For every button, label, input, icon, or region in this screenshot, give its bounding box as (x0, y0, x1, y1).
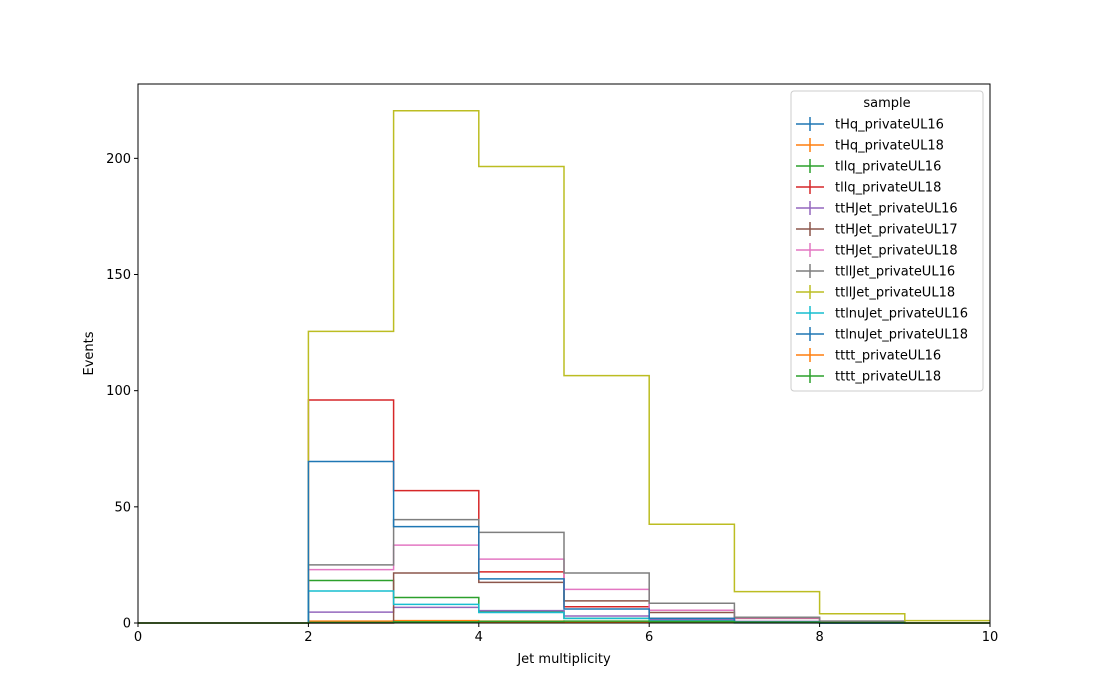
legend-label: ttllJet_privateUL16 (835, 265, 955, 280)
legend-frame (790, 90, 984, 392)
y-axis: 0 50 100 150 200 (106, 152, 138, 632)
legend-item: ttllJet_privateUL18 (796, 285, 955, 301)
legend-item: tttt_privateUL18 (796, 369, 941, 385)
x-tick-label: 8 (815, 630, 823, 645)
legend-label: tHq_privateUL16 (835, 118, 944, 133)
x-tick-label: 6 (645, 630, 653, 645)
legend-item: ttlnuJet_privateUL18 (796, 327, 968, 343)
legend-item: ttllJet_privateUL16 (796, 264, 955, 280)
y-axis-label: Events (82, 331, 97, 375)
legend-item: ttHJet_privateUL17 (796, 222, 958, 238)
legend-item: ttlnuJet_privateUL16 (796, 306, 968, 322)
legend-label: tllq_privateUL18 (835, 181, 941, 196)
legend-label: tttt_privateUL16 (835, 349, 941, 364)
x-tick-label: 10 (982, 630, 999, 645)
axes-frame (137, 83, 991, 624)
legend-item: tllq_privateUL18 (796, 180, 941, 196)
y-tick-label: 200 (106, 152, 131, 167)
y-tick-label: 50 (114, 500, 131, 515)
legend-item: tHq_privateUL16 (796, 117, 944, 133)
legend-item: tttt_privateUL16 (796, 348, 941, 364)
legend-item: ttHJet_privateUL16 (796, 201, 958, 217)
legend-label: ttllJet_privateUL18 (835, 286, 955, 301)
x-tick-label: 0 (134, 630, 142, 645)
y-tick-label: 100 (106, 384, 131, 399)
y-tick-label: 150 (106, 268, 131, 283)
legend-item: tHq_privateUL18 (796, 138, 944, 154)
y-tick-label: 0 (123, 617, 131, 632)
legend-item: tllq_privateUL16 (796, 159, 941, 175)
x-tick-label: 4 (475, 630, 483, 645)
legend-label: tttt_privateUL18 (835, 370, 941, 385)
series-step-line (138, 109, 990, 624)
x-axis: 0 2 4 6 8 10 (134, 623, 998, 645)
legend-label: ttHJet_privateUL18 (835, 244, 958, 259)
legend-item: ttHJet_privateUL18 (796, 243, 958, 259)
legend-title: sample (863, 96, 910, 111)
legend: sample tHq_privateUL16 tHq_privateUL18tll… (790, 90, 984, 392)
legend-label: ttHJet_privateUL16 (835, 202, 958, 217)
x-axis-label: Jet multiplicity (516, 652, 611, 667)
legend-label: tllq_privateUL16 (835, 160, 941, 175)
legend-label: ttHJet_privateUL17 (835, 223, 958, 238)
legend-label: ttlnuJet_privateUL18 (835, 328, 968, 343)
x-tick-label: 2 (304, 630, 312, 645)
plot-area (138, 109, 990, 624)
legend-label: ttlnuJet_privateUL16 (835, 307, 968, 322)
legend-label: tHq_privateUL18 (835, 139, 944, 154)
